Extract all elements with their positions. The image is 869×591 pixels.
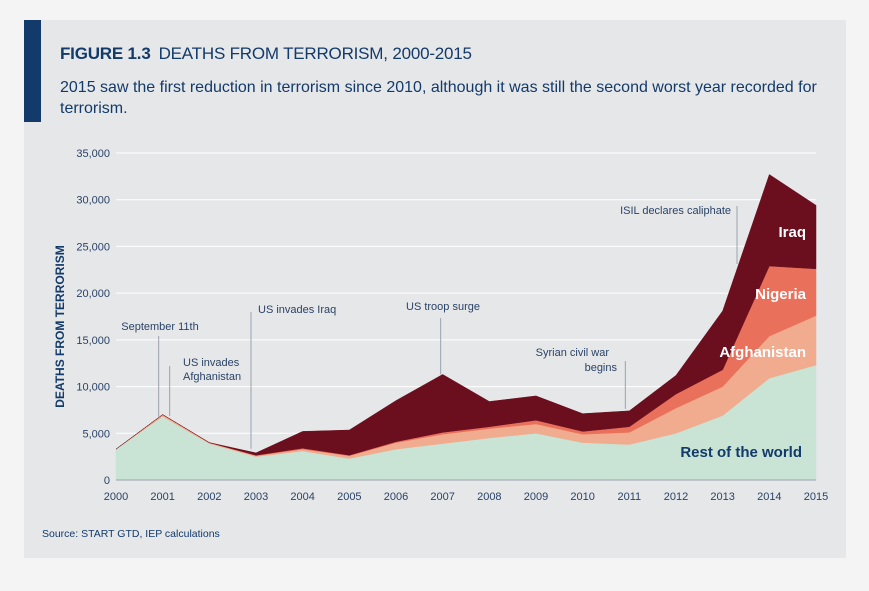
x-tick-label: 2007 xyxy=(430,491,454,503)
x-tick-label: 2015 xyxy=(804,491,828,503)
x-tick-label: 2010 xyxy=(570,491,594,503)
x-tick-label: 2006 xyxy=(384,491,408,503)
annotation-us-troop-surge: US troop surge xyxy=(406,301,480,313)
y-tick-label: 20,000 xyxy=(76,288,110,300)
x-tick-label: 2002 xyxy=(197,491,221,503)
x-tick-label: 2012 xyxy=(664,491,688,503)
annotation-us-invades-afghanistan-line1: US invades xyxy=(183,357,240,369)
annotation-isil-declares-caliphate: ISIL declares caliphate xyxy=(620,205,731,217)
y-tick-label: 35,000 xyxy=(76,148,110,160)
series-label-afghanistan: Afghanistan xyxy=(719,344,806,361)
series-label-iraq: Iraq xyxy=(778,224,806,241)
series-label-nigeria: Nigeria xyxy=(755,286,807,303)
annotation-syrian-civil-war-line2: begins xyxy=(585,362,618,374)
x-tick-label: 2004 xyxy=(290,491,314,503)
x-tick-label: 2005 xyxy=(337,491,361,503)
annotation-us-invades-afghanistan-line2: Afghanistan xyxy=(183,371,241,383)
x-tick-label: 2014 xyxy=(757,491,781,503)
y-tick-label: 5,000 xyxy=(82,428,110,440)
x-tick-label: 2009 xyxy=(524,491,548,503)
annotation-syrian-civil-war-line1: Syrian civil war xyxy=(536,347,610,359)
accent-bar xyxy=(24,20,41,122)
x-tick-label: 2000 xyxy=(104,491,128,503)
series-label-rest-of-world: Rest of the world xyxy=(680,444,802,461)
source-note: Source: START GTD, IEP calculations xyxy=(42,528,220,540)
x-tick-label: 2001 xyxy=(150,491,174,503)
annotation-september-11: September 11th xyxy=(121,321,198,333)
figure-heading: FIGURE 1.3 DEATHS FROM TERRORISM, 2000-20… xyxy=(60,44,472,64)
figure-label: FIGURE 1.3 xyxy=(60,44,151,63)
figure-title: DEATHS FROM TERRORISM, 2000-2015 xyxy=(158,44,472,63)
area-iraq xyxy=(115,174,817,456)
x-tick-label: 2008 xyxy=(477,491,501,503)
x-tick-label: 2003 xyxy=(244,491,268,503)
y-axis-label: DEATHS FROM TERRORISM xyxy=(53,245,67,407)
annotation-us-invades-iraq: US invades Iraq xyxy=(258,304,336,316)
y-tick-label: 0 xyxy=(104,475,110,487)
x-tick-label: 2013 xyxy=(710,491,734,503)
y-tick-label: 15,000 xyxy=(76,335,110,347)
y-tick-label: 10,000 xyxy=(76,382,110,394)
x-tick-label: 2011 xyxy=(618,491,642,503)
y-tick-label: 25,000 xyxy=(76,241,110,253)
y-tick-label: 30,000 xyxy=(76,195,110,207)
figure-subtitle: 2015 saw the first reduction in terroris… xyxy=(60,79,817,117)
